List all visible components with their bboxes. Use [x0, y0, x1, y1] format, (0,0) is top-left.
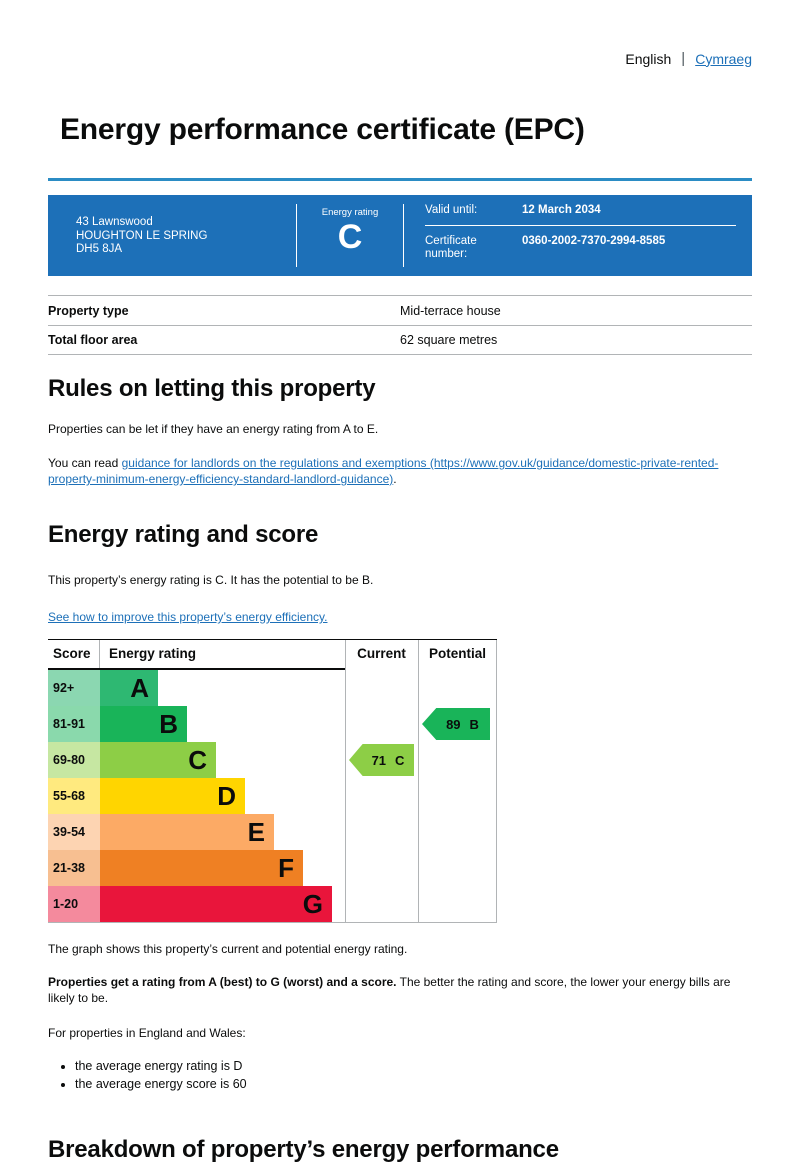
column-header-score: Score	[48, 640, 100, 668]
band-bar: C	[100, 742, 216, 778]
property-type-label: Property type	[48, 303, 129, 318]
language-switcher: English | Cymraeg	[0, 0, 800, 67]
epc-band-row: 92+ A	[48, 670, 497, 706]
band-bar: G	[100, 886, 332, 922]
rating-explanation-rest: The better the rating and score, the low…	[48, 975, 731, 1005]
epc-band-row: 39-54 E	[48, 814, 497, 850]
chart-header: Score Energy rating Current Potential	[48, 640, 497, 670]
band-score-range: 39-54	[48, 814, 100, 850]
energy-rating-value: C	[337, 218, 363, 256]
table-row: Total floor area 62 square metres	[48, 325, 752, 355]
certificate-number-row: Certificate number: 0360-2002-7370-2994-…	[425, 226, 736, 269]
language-separator: |	[681, 50, 686, 67]
table-row: Property type Mid-terrace house	[48, 295, 752, 325]
language-current: English	[625, 50, 672, 67]
valid-until-row: Valid until: 12 March 2034	[425, 195, 736, 226]
summary-divider-right	[403, 204, 404, 267]
rating-explanation-bold: Properties get a rating from A (best) to…	[48, 975, 397, 989]
averages-list: the average energy rating is D the avera…	[75, 1057, 752, 1093]
epc-band-rows: 92+ A 81-91 B 69-80 C 55-68 D 39-54 E 21-38 F 1-20 G	[48, 670, 497, 922]
current-band: C	[395, 752, 405, 768]
column-header-current: Current	[357, 646, 406, 661]
landlord-guidance-link[interactable]: guidance for landlords on the regulation…	[48, 456, 719, 486]
potential-rating-arrow: 89 B	[422, 708, 490, 740]
epc-band-row: 81-91 B	[48, 706, 497, 742]
property-facts-table: Property type Mid-terrace house Total fl…	[48, 295, 752, 355]
energy-rating-label: Energy rating	[321, 207, 379, 218]
energy-rating-heading: Energy rating and score	[48, 521, 319, 548]
band-score-range: 92+	[48, 670, 100, 706]
language-link-cymraeg[interactable]: Cymraeg	[695, 50, 752, 67]
column-header-potential: Potential	[428, 646, 486, 661]
band-bar: F	[100, 850, 303, 886]
current-rating-arrow: 71 C	[349, 744, 414, 776]
epc-rating-chart: Score Energy rating Current Potential 92…	[48, 639, 497, 923]
potential-score: 89	[446, 716, 461, 732]
rules-heading: Rules on letting this property	[48, 375, 376, 402]
address-line-1: 43 Lawnswood	[76, 216, 153, 228]
certificate-number-label: Certificate number:	[425, 235, 477, 260]
current-column-divider	[345, 640, 346, 922]
rules-paragraph: Properties can be let if they have an en…	[48, 422, 379, 436]
guidance-suffix: .	[393, 472, 397, 486]
band-bar: D	[100, 778, 245, 814]
epc-band-row: 55-68 D	[48, 778, 497, 814]
chart-caption: The graph shows this property’s current …	[48, 942, 408, 956]
potential-column-divider	[418, 640, 419, 922]
address-line-3: DH5 8JA	[76, 243, 123, 255]
potential-band: B	[469, 716, 479, 732]
property-address: 43 Lawnswood HOUGHTON LE SPRING DH5 8JA	[48, 195, 296, 276]
rating-explanation: Properties get a rating from A (best) to…	[48, 974, 752, 1006]
rating-summary-text: This property’s energy rating is C. It h…	[48, 573, 374, 587]
certificate-details: Valid until: 12 March 2034 Certificate n…	[404, 195, 752, 276]
band-bar: E	[100, 814, 274, 850]
epc-band-row: 1-20 G	[48, 886, 497, 922]
band-score-range: 1-20	[48, 886, 100, 922]
floor-area-value: 62 square metres	[400, 333, 498, 347]
valid-until-value: 12 March 2034	[522, 204, 601, 216]
list-item: the average energy rating is D	[75, 1057, 752, 1075]
band-score-range: 55-68	[48, 778, 100, 814]
band-score-range: 69-80	[48, 742, 100, 778]
chart-right-border	[496, 640, 497, 922]
address-line-2: HOUGHTON LE SPRING	[76, 229, 208, 242]
band-bar: B	[100, 706, 187, 742]
averages-intro: For properties in England and Wales:	[48, 1026, 246, 1040]
epc-band-row: 21-38 F	[48, 850, 497, 886]
guidance-prefix: You can read	[48, 456, 122, 470]
floor-area-label: Total floor area	[48, 333, 138, 347]
summary-divider-left	[296, 204, 297, 267]
guidance-paragraph: You can read guidance for landlords on t…	[48, 455, 752, 487]
current-score: 71	[371, 752, 387, 768]
column-header-energy-rating: Energy rating	[109, 646, 197, 661]
list-item: the average energy score is 60	[75, 1075, 752, 1093]
page-title: Energy performance certificate (EPC)	[60, 113, 585, 146]
band-bar: A	[100, 670, 158, 706]
energy-rating-cell: Energy rating C	[297, 195, 403, 276]
certificate-summary-box: 43 Lawnswood HOUGHTON LE SPRING DH5 8JA …	[48, 195, 752, 276]
improve-link-wrap: See how to improve this property’s energ…	[48, 609, 752, 625]
valid-until-label: Valid until:	[425, 204, 478, 216]
breakdown-heading: Breakdown of property’s energy performan…	[48, 1136, 559, 1163]
improve-efficiency-link[interactable]: See how to improve this property’s energ…	[48, 610, 328, 624]
band-score-range: 81-91	[48, 706, 100, 742]
epc-band-row: 69-80 C	[48, 742, 497, 778]
certificate-number-value: 0360-2002-7370-2994-8585	[522, 235, 666, 247]
chart-header-left: Score Energy rating	[48, 640, 345, 670]
title-divider	[48, 178, 752, 181]
property-type-value: Mid-terrace house	[400, 303, 501, 318]
band-score-range: 21-38	[48, 850, 100, 886]
